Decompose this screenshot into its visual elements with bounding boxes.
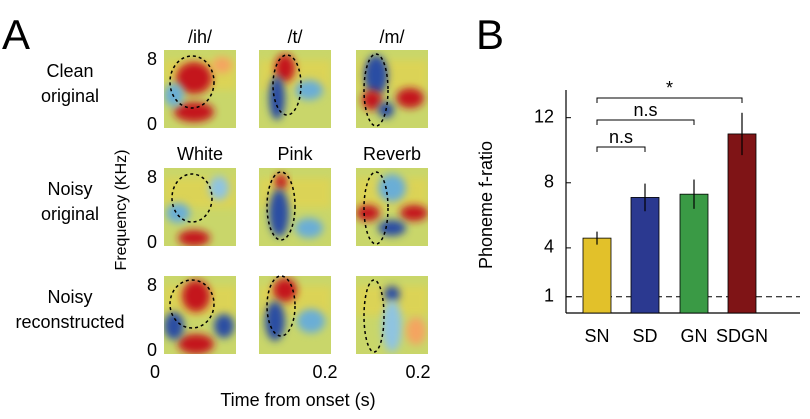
x-tick-label: 0	[150, 362, 160, 382]
spectrogram-blob	[182, 280, 210, 312]
spectrogram-blob	[166, 203, 190, 223]
region-outline	[169, 279, 215, 329]
y-tick-label: 8	[147, 275, 157, 295]
x-tick-label: SN	[584, 326, 609, 346]
column-label: /ih/	[188, 27, 212, 47]
region-outline	[363, 279, 385, 353]
y-tick-label: 8	[147, 49, 157, 69]
region-outline	[266, 275, 296, 337]
bar	[582, 237, 612, 314]
row-label: reconstructed	[15, 312, 124, 332]
spectrogram	[164, 276, 236, 354]
x-axis-label: Time from onset (s)	[220, 390, 375, 410]
region-outline	[272, 54, 302, 116]
noise-label: Pink	[277, 144, 313, 164]
significance-label: n.s	[633, 100, 657, 120]
region-outline	[169, 55, 215, 109]
y-tick-label: 0	[147, 340, 157, 360]
row-label: Noisy	[47, 287, 92, 307]
spectrogram-blob	[178, 334, 214, 354]
x-tick-label: SDGN	[716, 326, 768, 346]
spectrogram-blob	[275, 174, 287, 190]
row-label: original	[41, 204, 99, 224]
row-label: Noisy	[47, 179, 92, 199]
column-label: /t/	[287, 27, 302, 47]
spectrogram-blob	[362, 90, 382, 110]
y-tick-label: 4	[544, 237, 554, 257]
spectrogram-blob	[269, 76, 285, 120]
spectrogram-blob	[378, 174, 406, 202]
spectrogram-blob	[164, 83, 184, 107]
y-tick-label: 0	[147, 114, 157, 134]
x-tick-label: GN	[681, 326, 708, 346]
spectrogram-blob	[378, 220, 406, 236]
bar	[727, 133, 757, 314]
spectrogram-blob	[295, 218, 323, 238]
spectrogram	[259, 50, 331, 128]
y-tick-label: 12	[534, 106, 554, 126]
significance-label: n.s	[609, 127, 633, 147]
bar	[630, 197, 660, 314]
region-outline	[363, 171, 389, 245]
spectrogram-blob	[214, 314, 234, 338]
row-label: Clean	[46, 61, 93, 81]
region-outline	[171, 173, 213, 223]
y-tick-label: 8	[544, 172, 554, 192]
spectrogram-blob	[297, 309, 325, 333]
spectrogram	[259, 276, 331, 354]
spectrogram-blob	[164, 312, 184, 340]
y-tick-label: 0	[147, 232, 157, 252]
spectrogram-blob	[384, 286, 400, 302]
y-axis-label: Frequency (KHz)	[113, 150, 130, 271]
y-axis-label: Phoneme f-ratio	[476, 141, 496, 269]
row-label: original	[41, 86, 99, 106]
spectrogram	[356, 168, 428, 246]
x-tick-label: 0.2	[405, 362, 430, 382]
spectrogram-blob	[275, 54, 295, 82]
spectrogram	[164, 50, 236, 128]
spectrogram	[164, 168, 236, 246]
y-tick-label: 8	[147, 167, 157, 187]
spectrogram-band	[259, 178, 331, 208]
spectrogram-blob	[212, 57, 232, 73]
spectrogram-blob	[174, 102, 214, 122]
spectrogram-blob	[209, 176, 229, 200]
spectrogram-blob	[178, 230, 210, 246]
region-outline	[363, 53, 389, 127]
panel-label: A	[2, 11, 30, 58]
significance-bracket	[596, 119, 695, 125]
panel-label: B	[476, 11, 504, 58]
region-outline	[266, 171, 296, 241]
spectrogram-blob	[295, 80, 323, 100]
spectrogram-blob	[364, 55, 388, 95]
y-tick-label: 1	[544, 285, 554, 305]
spectrogram-blob	[176, 62, 212, 94]
spectrogram-blob	[265, 301, 285, 341]
spectrogram-blob	[400, 205, 428, 221]
column-label: /m/	[380, 27, 405, 47]
significance-bracket	[596, 97, 743, 103]
spectrogram-blob	[356, 205, 380, 221]
spectrogram	[356, 276, 428, 354]
spectrograms: /ih/White/t/Pink/m/Reverb Clean original 8 0…	[15, 27, 430, 410]
noise-label: Reverb	[363, 144, 421, 164]
significance-bracket	[596, 146, 646, 152]
bar	[679, 193, 709, 314]
significance-label: *	[666, 78, 673, 98]
spectrogram-blob	[396, 88, 424, 108]
x-tick-label: SD	[632, 326, 657, 346]
spectrogram-blob	[382, 300, 402, 352]
spectrogram-blob	[269, 189, 289, 237]
x-tick-label: 0.2	[312, 362, 337, 382]
spectrogram-blob	[406, 317, 426, 345]
noise-label: White	[177, 144, 223, 164]
spectrogram	[356, 50, 428, 128]
